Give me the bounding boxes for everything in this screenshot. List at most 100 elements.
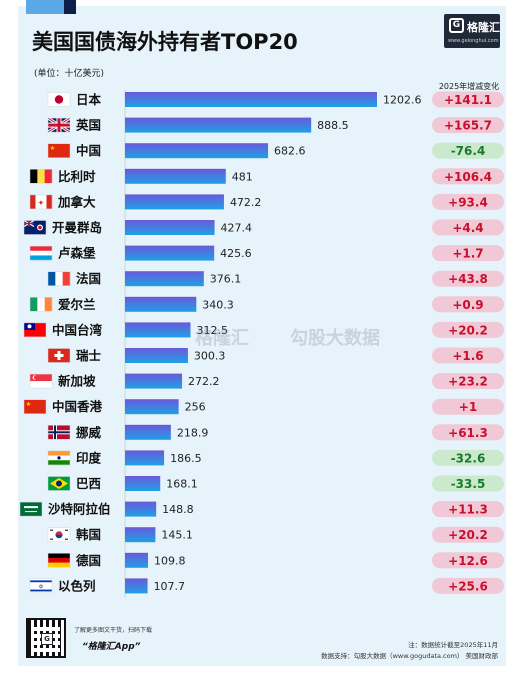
change-label: +1.7 [452, 247, 483, 261]
svg-text:✡: ✡ [38, 584, 43, 591]
change-pill [432, 449, 504, 466]
chart-row: 卢森堡 425.6 +1.7 [29, 245, 504, 262]
japan-flag-icon [47, 92, 71, 107]
svg-text:★: ★ [50, 145, 55, 152]
category-label: 沙特阿拉伯 [48, 502, 111, 517]
chart-row: 中国台湾 312.5 +20.2 [23, 321, 504, 338]
bar [125, 143, 269, 159]
change-pill [432, 296, 504, 313]
change-pill [432, 270, 504, 287]
category-label: 巴西 [76, 476, 101, 491]
bar [125, 578, 148, 594]
category-label: 英国 [76, 118, 101, 133]
bar [125, 373, 183, 389]
value-label: 272.2 [188, 375, 220, 388]
bar [125, 424, 171, 440]
value-label: 145.1 [161, 529, 193, 542]
change-pill [432, 117, 504, 134]
belgium-flag-icon [29, 169, 53, 184]
change-pill [432, 219, 504, 236]
change-label: +11.3 [448, 503, 488, 517]
change-pill [432, 552, 504, 569]
change-label: +165.7 [444, 119, 492, 133]
bar [125, 271, 204, 287]
chart-row: 沙特阿拉伯 148.8 +11.3 [19, 501, 504, 518]
china-flag-icon: ★ [47, 143, 71, 158]
chart-row: 英国 888.5 +165.7 [47, 116, 504, 134]
chart-row: 巴西 168.1 -33.5 [47, 475, 504, 492]
change-label: +43.8 [448, 272, 488, 286]
footer-note: 注：数据统计截至2025年11月 [408, 641, 498, 649]
norway-flag-icon [47, 425, 71, 440]
luxembourg-flag-icon [29, 245, 53, 261]
change-label: +25.6 [448, 579, 488, 593]
change-pill [432, 501, 504, 518]
bar [125, 501, 157, 517]
category-label: 中国 [76, 143, 101, 158]
change-label: +23.2 [448, 375, 488, 389]
chart-title: 美国国债海外持有者TOP20 [32, 30, 298, 54]
value-label: 376.1 [210, 273, 242, 286]
change-pill [432, 373, 504, 390]
chart-row: 德国 109.8 +12.6 [47, 552, 504, 569]
taiwan-flag-icon [23, 322, 47, 338]
change-label: +106.4 [444, 170, 492, 184]
category-label: 日本 [76, 92, 102, 107]
category-label: 法国 [76, 271, 101, 286]
value-label: 888.5 [317, 119, 349, 132]
hongkong-flag-icon: ★ [23, 399, 47, 414]
value-label: 186.5 [170, 452, 202, 465]
category-label: 爱尔兰 [58, 297, 96, 312]
footer-scan-text: 了解更多图文干货，扫码下载 [74, 627, 153, 634]
bar [125, 552, 149, 568]
change-label: +0.9 [452, 298, 483, 312]
switzerland-flag-icon [47, 348, 71, 363]
bar [125, 476, 161, 491]
bar [125, 348, 188, 363]
infographic-card [18, 6, 506, 666]
change-label: +20.2 [448, 528, 488, 542]
watermark-brand: 格隆汇 [195, 328, 249, 349]
change-label: -76.4 [451, 144, 486, 158]
change-pill [432, 475, 504, 492]
value-label: 682.6 [274, 145, 306, 158]
change-pill [432, 142, 504, 159]
israel-flag-icon: ✡ [29, 578, 53, 594]
change-label: -33.5 [451, 477, 486, 491]
change-pill [432, 347, 504, 364]
value-label: 107.7 [154, 580, 186, 593]
category-label: 德国 [76, 553, 101, 568]
bar [125, 322, 191, 338]
chart-row: 挪威 218.9 +61.3 [47, 424, 504, 441]
change-label: +4.4 [452, 221, 483, 235]
bar [125, 296, 197, 312]
value-label: 256 [185, 401, 206, 414]
brand-logo: G 格隆汇 www.gelonghui.com [444, 14, 500, 48]
category-label: 印度 [76, 450, 102, 465]
change-label: +1 [459, 400, 477, 414]
change-pill [432, 526, 504, 543]
saudi-flag-icon [19, 501, 43, 517]
category-label: 比利时 [58, 169, 96, 184]
change-pill [432, 168, 504, 185]
singapore-flag-icon [29, 373, 53, 389]
change-label: -32.6 [451, 451, 486, 465]
value-label: 472.2 [230, 196, 262, 209]
change-label: +20.2 [448, 323, 488, 337]
footer-app-name: “格隆汇App” [82, 642, 141, 652]
bar [125, 220, 215, 235]
top-accent-dark [64, 0, 76, 14]
chart-row: ★ 中国 682.6 -76.4 [47, 142, 504, 159]
category-label: 新加坡 [58, 374, 96, 389]
change-pill [432, 91, 504, 108]
chart-row: 韩国 145.1 +20.2 [47, 526, 504, 543]
ireland-flag-icon [29, 297, 53, 312]
qr-code[interactable]: G [26, 618, 66, 658]
svg-text:✦: ✦ [38, 198, 45, 207]
bar [125, 194, 224, 210]
value-label: 300.3 [194, 350, 226, 363]
change-label: +12.6 [448, 554, 488, 568]
cayman-flag-icon [23, 219, 47, 235]
change-pill [432, 193, 504, 210]
